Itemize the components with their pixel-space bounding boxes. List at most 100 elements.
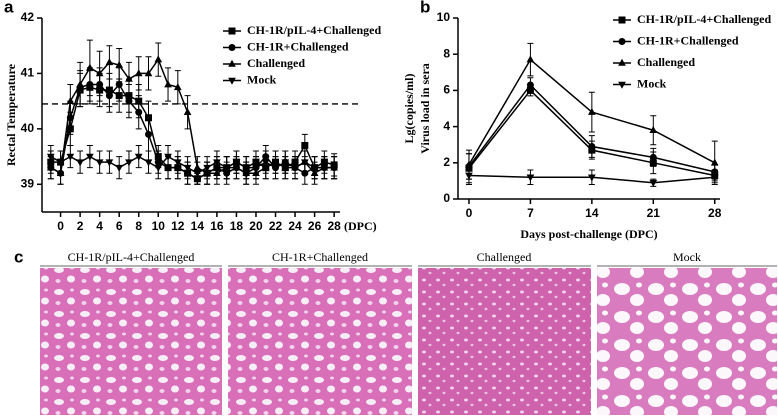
marker	[135, 108, 143, 116]
x-tick-label: 8	[135, 219, 142, 233]
marker	[134, 69, 143, 77]
x-tick-label: 2	[77, 219, 84, 233]
histology-image	[418, 268, 591, 415]
x-tick-label: 22	[269, 219, 283, 233]
legend-label: CH-1R+Challenged	[247, 39, 349, 53]
y-tick-label: 6	[443, 83, 450, 97]
marker	[649, 153, 657, 161]
legend-label: Challenged	[637, 55, 695, 69]
y-axis-label: Lg(copies/ml)	[402, 74, 416, 144]
panel-label: c	[14, 247, 23, 266]
x-tick-label: 28	[327, 219, 341, 233]
marker	[95, 69, 104, 77]
marker	[46, 153, 55, 161]
marker	[649, 126, 658, 134]
y-tick-label: 39	[21, 176, 35, 190]
x-tick-label: 24	[288, 219, 302, 233]
panel-c: c CH-1R/pIL-4+Challenged CH-1R+Challenge…	[14, 247, 777, 415]
x-tick-label: 26	[308, 219, 322, 233]
marker	[222, 164, 231, 172]
marker	[66, 96, 75, 104]
x-tick-label: 6	[116, 219, 123, 233]
marker	[105, 92, 113, 100]
marker	[320, 164, 329, 172]
x-tick-label: 7	[527, 206, 534, 220]
image-caption: CH-1R+Challenged	[272, 250, 368, 264]
marker	[164, 153, 172, 161]
marker	[330, 164, 338, 172]
marker	[125, 97, 133, 105]
marker	[154, 55, 163, 63]
histology-image	[597, 268, 777, 415]
marker	[183, 108, 192, 116]
marker	[310, 164, 319, 172]
marker	[242, 164, 251, 172]
marker	[618, 38, 626, 45]
x-tick-label: 18	[230, 219, 244, 233]
x-tick-label: 28	[708, 206, 722, 220]
marker	[228, 77, 236, 85]
marker	[193, 170, 202, 178]
x-axis-label: (DPC)	[344, 219, 377, 233]
x-tick-label: 14	[585, 206, 599, 220]
marker	[115, 164, 124, 172]
y-tick-label: 8	[443, 46, 450, 60]
marker	[618, 58, 626, 66]
image-caption: Challenged	[477, 250, 532, 264]
image-caption: Mock	[673, 250, 701, 264]
marker	[649, 179, 658, 187]
marker	[588, 143, 596, 151]
marker	[95, 159, 104, 167]
y-tick-label: 0	[443, 191, 450, 205]
marker	[144, 69, 153, 77]
marker	[465, 172, 473, 180]
x-tick-label: 14	[191, 219, 205, 233]
histology-image	[228, 268, 412, 415]
x-axis-label: Days post-challenge (DPC)	[520, 227, 657, 241]
x-tick-label: 0	[466, 206, 473, 220]
marker	[115, 60, 124, 68]
marker	[618, 81, 626, 89]
marker	[144, 159, 153, 167]
marker	[183, 164, 192, 172]
x-tick-label: 10	[152, 219, 166, 233]
marker	[465, 160, 473, 168]
marker	[86, 153, 94, 161]
marker	[291, 164, 299, 172]
legend-label: CH-1R+Challenged	[637, 33, 739, 47]
x-tick-label: 16	[210, 219, 224, 233]
marker	[301, 141, 309, 149]
marker	[228, 44, 236, 51]
marker	[105, 159, 114, 167]
marker	[228, 59, 236, 67]
x-tick-label: 12	[171, 219, 185, 233]
x-tick-label: 0	[57, 219, 64, 233]
marker	[252, 164, 260, 172]
y-tick-label: 10	[437, 10, 451, 24]
marker	[66, 153, 75, 161]
marker	[588, 107, 596, 115]
legend-label: Challenged	[247, 56, 305, 70]
legend-label: Mock	[637, 76, 667, 90]
marker	[232, 159, 241, 167]
marker	[134, 153, 143, 161]
x-tick-label: 20	[249, 219, 263, 233]
series-line	[50, 58, 335, 175]
marker	[228, 27, 236, 35]
marker	[164, 80, 172, 88]
y-tick-label: 40	[21, 121, 35, 135]
image-caption: CH-1R/pIL-4+Challenged	[68, 250, 195, 264]
marker	[76, 80, 84, 88]
marker	[115, 81, 123, 89]
marker	[86, 63, 94, 71]
marker	[154, 164, 163, 172]
marker	[281, 159, 290, 167]
marker	[710, 158, 719, 166]
y-tick-label: 42	[21, 10, 35, 24]
y-tick-label: 2	[443, 155, 450, 169]
y-tick-label: 4	[443, 119, 450, 133]
y-tick-label: 41	[21, 66, 35, 80]
marker	[125, 159, 133, 167]
marker	[213, 159, 221, 167]
